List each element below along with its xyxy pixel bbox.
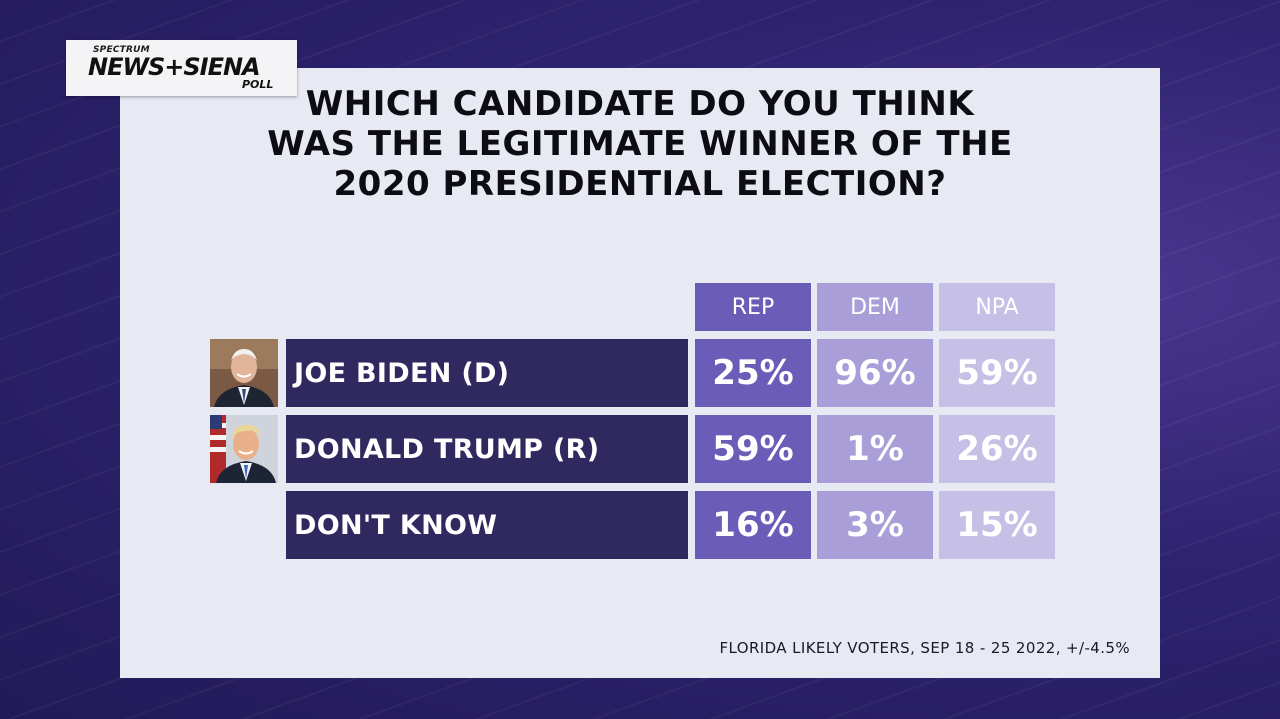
column-header-npa: NPA [939, 283, 1055, 331]
cell-dont-know-dem: 3% [817, 491, 933, 559]
cell-biden-dem: 96% [817, 339, 933, 407]
title-line-3: 2020 PRESIDENTIAL ELECTION? [333, 164, 947, 204]
cell-trump-npa: 26% [939, 415, 1055, 483]
logo-main-text: NEWS+SIENA [88, 53, 261, 81]
cell-biden-rep: 25% [695, 339, 811, 407]
cell-dont-know-npa: 15% [939, 491, 1055, 559]
row-label-trump: DONALD TRUMP (R) [286, 415, 688, 483]
column-header-dem: DEM [817, 283, 933, 331]
cell-biden-npa: 59% [939, 339, 1055, 407]
spectrum-siena-logo: SPECTRUM NEWS+SIENA POLL [66, 40, 297, 96]
title-line-1: WHICH CANDIDATE DO YOU THINK [305, 84, 975, 124]
logo-top-text: SPECTRUM [93, 45, 150, 55]
trump-portrait-photo [210, 415, 278, 483]
logo-poll-text: POLL [242, 78, 274, 91]
source-footnote: FLORIDA LIKELY VOTERS, SEP 18 - 25 2022,… [719, 639, 1130, 657]
biden-portrait-photo [210, 339, 278, 407]
biden-portrait-icon [210, 339, 278, 407]
title-line-2: WAS THE LEGITIMATE WINNER OF THE [267, 124, 1013, 164]
cell-dont-know-rep: 16% [695, 491, 811, 559]
cell-trump-dem: 1% [817, 415, 933, 483]
row-label-dont-know: DON'T KNOW [286, 491, 688, 559]
column-header-rep: REP [695, 283, 811, 331]
cell-trump-rep: 59% [695, 415, 811, 483]
row-label-biden: JOE BIDEN (D) [286, 339, 688, 407]
chart-title: WHICH CANDIDATE DO YOU THINK WAS THE LEG… [120, 84, 1160, 204]
trump-portrait-icon [210, 415, 278, 483]
